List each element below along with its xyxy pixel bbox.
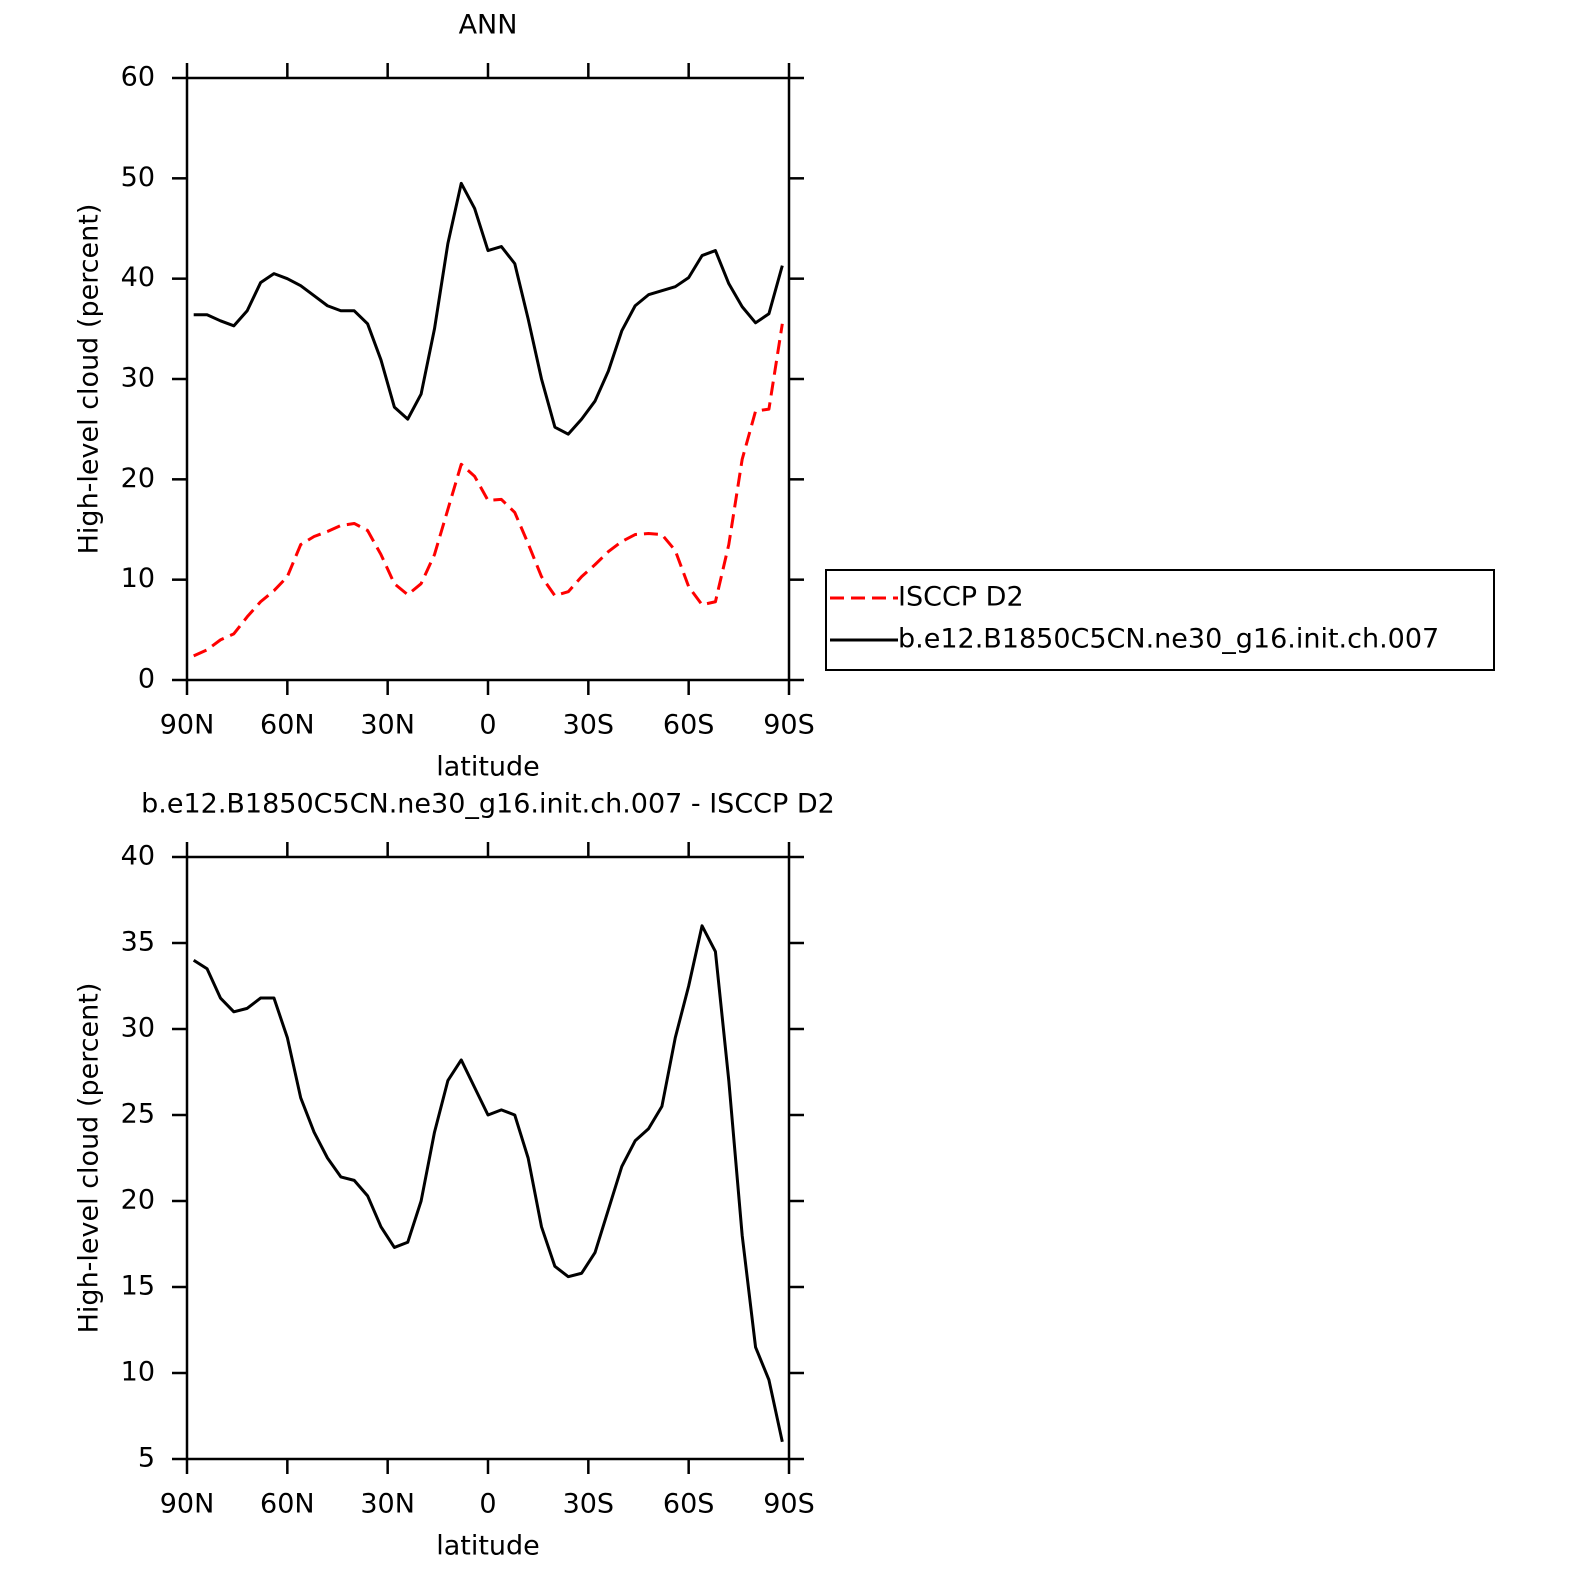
y-tick-label: 10	[121, 563, 155, 594]
y-tick-label: 15	[121, 1271, 155, 1302]
y-tick-label: 60	[121, 62, 155, 93]
data-line	[193, 181, 784, 436]
x-tick-label: 60S	[663, 710, 715, 741]
x-tick-label: 60N	[260, 1489, 315, 1520]
x-tick-label: 30S	[563, 1489, 615, 1520]
legend-label: b.e12.B1850C5CN.ne30_g16.init.ch.007	[898, 624, 1439, 655]
chart-title: b.e12.B1850C5CN.ne30_g16.init.ch.007 - I…	[141, 789, 835, 820]
x-tick-label: 30S	[563, 710, 615, 741]
x-axis-label: latitude	[436, 752, 540, 783]
y-tick-label: 25	[121, 1099, 155, 1130]
chart-title: ANN	[459, 10, 518, 41]
y-tick-label: 20	[121, 463, 155, 494]
plot-frame	[185, 76, 791, 682]
y-tick-label: 50	[121, 162, 155, 193]
y-tick-label: 30	[121, 1013, 155, 1044]
x-tick-label: 30N	[360, 1489, 415, 1520]
plot-frame	[185, 855, 791, 1461]
y-axis-label: High-level cloud (percent)	[74, 204, 105, 555]
x-tick-label: 0	[479, 710, 496, 741]
x-tick-label: 90N	[160, 1489, 215, 1520]
y-tick-label: 40	[121, 262, 155, 293]
legend-box	[825, 569, 1495, 671]
x-tick-label: 0	[479, 1489, 496, 1520]
x-tick-label: 90N	[160, 710, 215, 741]
x-tick-label: 90S	[763, 710, 815, 741]
y-axis-label: High-level cloud (percent)	[74, 983, 105, 1334]
x-tick-label: 90S	[763, 1489, 815, 1520]
y-tick-label: 35	[121, 927, 155, 958]
y-tick-label: 10	[121, 1357, 155, 1388]
x-tick-label: 60S	[663, 1489, 715, 1520]
data-line	[193, 323, 784, 658]
y-tick-label: 20	[121, 1185, 155, 1216]
x-tick-label: 30N	[360, 710, 415, 741]
y-tick-label: 30	[121, 363, 155, 394]
y-tick-label: 5	[138, 1443, 155, 1474]
x-tick-label: 60N	[260, 710, 315, 741]
x-axis-label: latitude	[436, 1531, 540, 1562]
legend-label: ISCCP D2	[898, 582, 1024, 613]
data-line	[192, 924, 784, 1443]
y-tick-label: 40	[121, 841, 155, 872]
y-tick-label: 0	[138, 664, 155, 695]
